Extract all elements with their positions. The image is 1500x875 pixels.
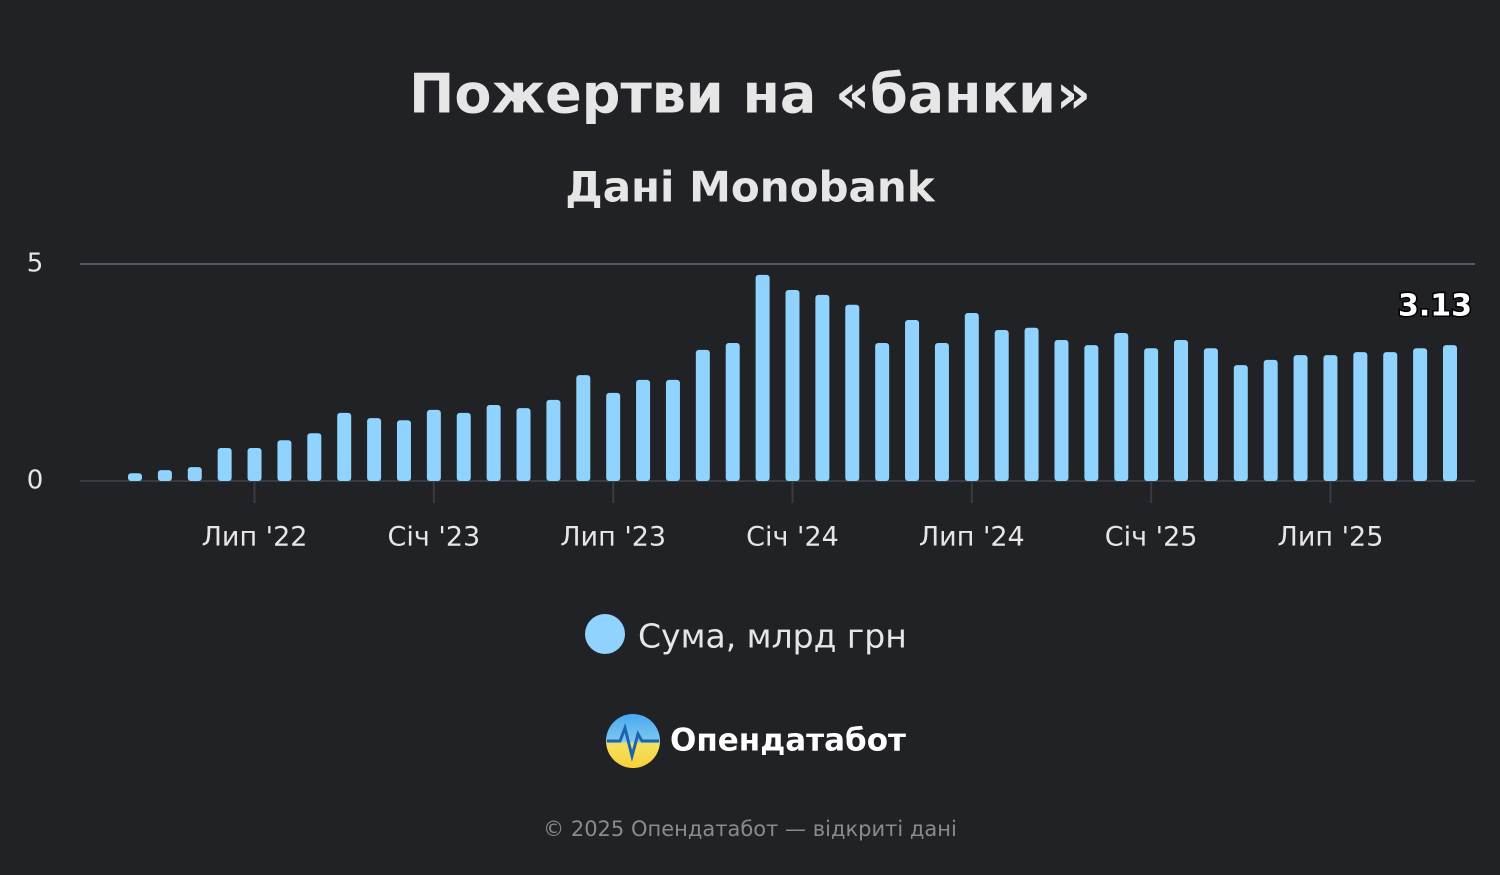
bar — [1353, 352, 1368, 481]
bar — [1323, 355, 1338, 481]
bar — [1203, 348, 1218, 481]
bar — [367, 418, 382, 481]
bar — [396, 420, 411, 481]
brand-logo — [606, 714, 660, 768]
bar — [636, 379, 651, 481]
bar — [665, 379, 680, 481]
bar — [875, 342, 890, 481]
bar — [1174, 339, 1189, 481]
data-label: 3.13 — [1398, 289, 1472, 324]
brand-name: Опендатабот — [670, 723, 906, 759]
bar — [576, 375, 591, 481]
bar — [606, 392, 621, 481]
bar — [1413, 348, 1428, 481]
bar — [1263, 359, 1278, 481]
bar — [486, 405, 501, 481]
x-tick-label: Лип '25 — [1278, 522, 1384, 553]
x-tick-label: Лип '23 — [560, 522, 666, 553]
x-tick-label: Січ '24 — [746, 522, 839, 553]
bar — [815, 294, 830, 481]
bar — [1024, 327, 1039, 481]
bar — [755, 274, 770, 481]
bar — [934, 342, 949, 481]
bar — [695, 349, 710, 481]
bar — [1233, 365, 1248, 481]
legend-marker — [585, 614, 625, 654]
legend-label: Сума, млрд грн — [638, 617, 907, 656]
bar — [337, 412, 352, 481]
bar — [1084, 345, 1099, 481]
bar — [905, 319, 920, 481]
bar — [128, 473, 142, 481]
bar — [785, 290, 800, 481]
bar — [1114, 333, 1129, 481]
bar — [964, 313, 979, 481]
y-tick-label: 0 — [27, 466, 44, 496]
x-tick-label: Січ '25 — [1105, 522, 1198, 553]
chart-title: Пожертви на «банки» — [409, 63, 1091, 126]
bar — [845, 304, 860, 481]
bar — [217, 448, 232, 481]
bar — [1054, 339, 1069, 481]
x-tick-label: Лип '24 — [919, 522, 1025, 553]
bar — [546, 399, 561, 481]
bar — [187, 467, 202, 481]
bar — [1293, 355, 1308, 481]
footer: © 2025 Опендатабот — відкриті дані — [543, 817, 957, 841]
bar — [1144, 348, 1159, 481]
bar — [1383, 352, 1398, 481]
bar — [426, 409, 441, 481]
y-tick-label: 5 — [27, 249, 44, 279]
x-tick-label: Січ '23 — [388, 522, 481, 553]
bar — [994, 329, 1009, 481]
bar — [516, 408, 531, 481]
bar — [725, 342, 740, 481]
bar — [247, 448, 262, 481]
chart-subtitle: Дані Monobank — [565, 163, 935, 212]
bar — [456, 412, 471, 481]
bar — [277, 440, 292, 481]
bar — [307, 433, 322, 481]
x-tick-label: Лип '22 — [202, 522, 308, 553]
bar — [157, 470, 172, 481]
bar — [1443, 345, 1457, 481]
